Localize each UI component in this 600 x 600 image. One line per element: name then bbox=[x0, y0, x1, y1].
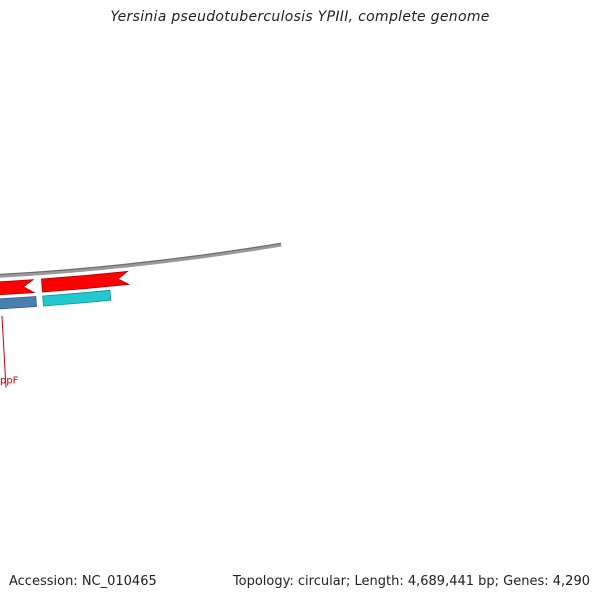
backbone-edge bbox=[0, 242, 282, 276]
accession-text: Accession: NC_010465 bbox=[9, 574, 157, 589]
label-leader bbox=[1, 315, 7, 388]
feature-track bbox=[0, 270, 131, 310]
genome-title: Yersinia pseudotuberculosis YPIII, compl… bbox=[110, 9, 490, 25]
label-leaders: YPK_0085YPK_0086YPK_0087YPK_0088YPK_0089… bbox=[0, 315, 19, 388]
backbone-arc bbox=[0, 242, 282, 278]
cds-arrow bbox=[0, 279, 36, 296]
gene-label: dppF bbox=[0, 376, 19, 387]
gene-block bbox=[42, 289, 112, 307]
genome-backbone bbox=[0, 242, 282, 278]
cds-arrow bbox=[41, 270, 131, 293]
topology-summary: Topology: circular; Length: 4,689,441 bp… bbox=[232, 574, 590, 589]
gene-block bbox=[0, 296, 37, 310]
